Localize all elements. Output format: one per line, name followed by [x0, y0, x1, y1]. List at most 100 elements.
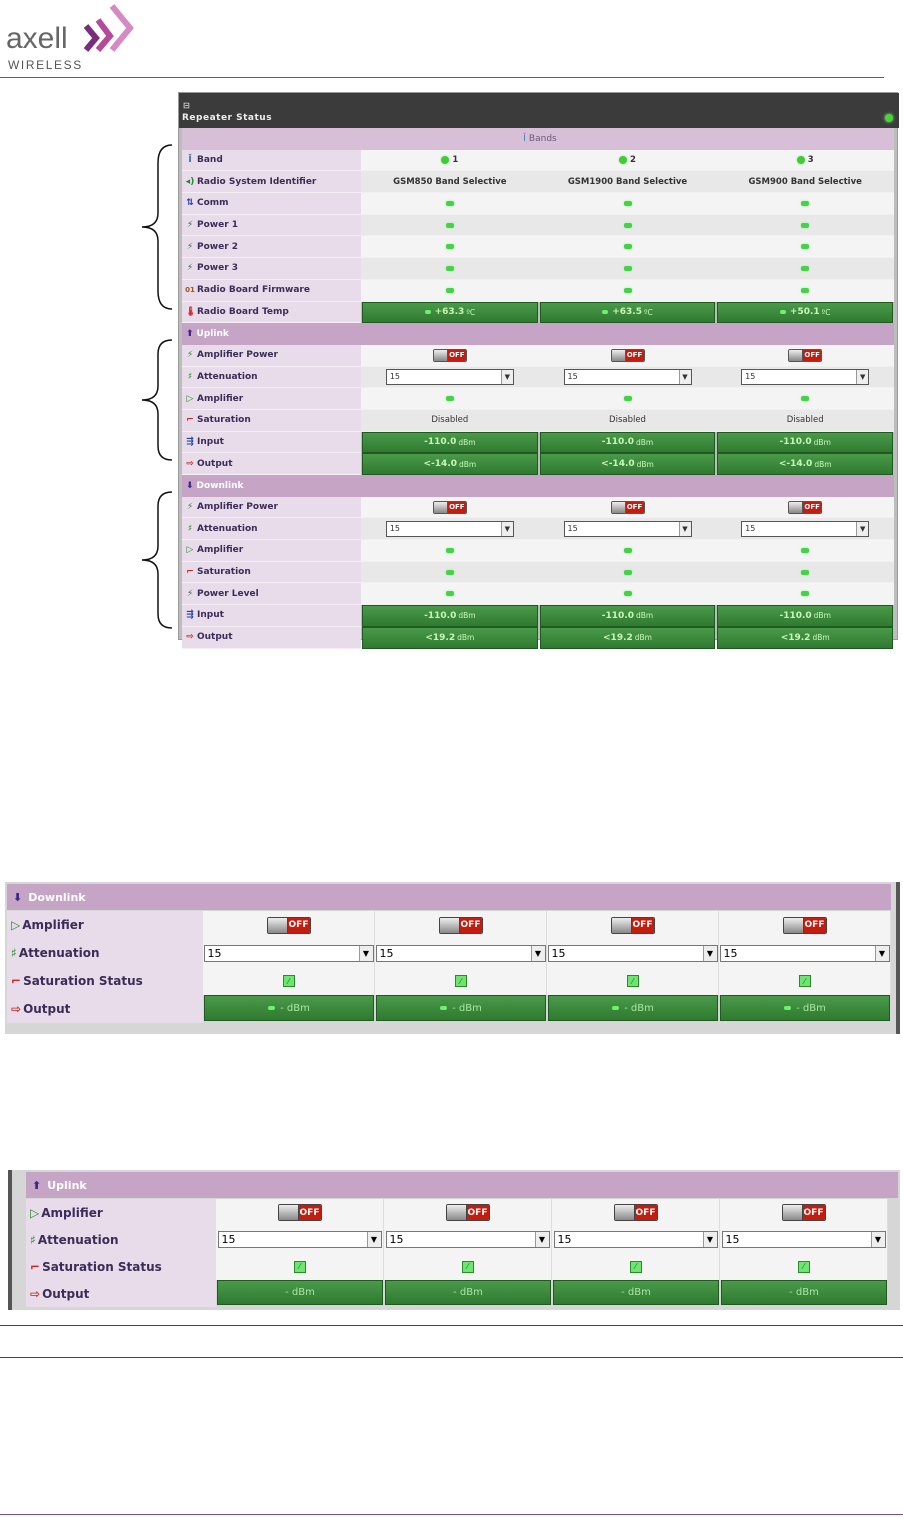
logo-chevrons-icon — [84, 4, 134, 52]
row-dl-attenuation: ♯ Attenuation 15 ▼ 15 ▼ 15 ▼ — [182, 518, 895, 541]
status-led-icon — [623, 591, 632, 597]
dl-amp-power-toggle[interactable]: OFF — [432, 500, 467, 514]
plug-icon: ⚡ — [186, 220, 194, 231]
ul-amp-power-toggle[interactable]: OFF — [610, 348, 645, 362]
bands-header: Ĭ Bands — [182, 128, 894, 150]
status-led-icon — [623, 396, 632, 402]
dl-attenuation-select[interactable]: 15 ▼ — [385, 520, 514, 537]
status-led-icon — [801, 200, 810, 206]
plug-icon: ⚡ — [186, 263, 194, 274]
dl-amp-power-toggle[interactable]: OFF — [788, 500, 823, 514]
ul-att-select[interactable]: 15 ▼ — [385, 1231, 550, 1248]
attenuation-icon: ♯ — [11, 946, 17, 960]
saturation-ok-icon: ⁄ — [629, 1260, 642, 1273]
ul-attenuation-select[interactable]: 15 ▼ — [385, 368, 514, 385]
uplink-header: ⬆ Uplink — [182, 323, 894, 345]
status-led-icon — [801, 222, 810, 228]
row-power1: ⚡ Power 1 — [182, 214, 895, 237]
ul-amp-toggle[interactable]: OFF — [613, 1204, 658, 1221]
output-icon: ⇨ — [30, 1286, 41, 1301]
footer-divider-1 — [0, 1325, 903, 1326]
status-led-icon — [445, 244, 454, 250]
dl-amp-toggle[interactable]: OFF — [782, 916, 827, 934]
chevron-down-icon: ▼ — [530, 945, 545, 961]
row-dl-amp-power: ⚡ Amplifier Power OFF OFF OFF — [182, 496, 895, 519]
saturation-icon: ⌐ — [186, 415, 194, 426]
brace-bands — [141, 144, 173, 310]
ul-att-select[interactable]: 15 ▼ — [721, 1231, 886, 1248]
output-icon: ⇨ — [186, 632, 194, 643]
dl-attenuation-select[interactable]: 15 ▼ — [741, 520, 870, 537]
ul-amp-power-toggle[interactable]: OFF — [788, 348, 823, 362]
row-power3: ⚡ Power 3 — [182, 258, 895, 280]
brace-uplink — [141, 339, 173, 461]
panel-title: Repeater Status — [182, 113, 273, 123]
ul-panel-row-attenuation: ♯ Attenuation 15 ▼ 15 ▼ 15 ▼ 15 ▼ — [26, 1226, 888, 1253]
dl-panel-row-attenuation: ♯ Attenuation 15 ▼ 15 ▼ 15 ▼ 15 ▼ — [7, 939, 891, 967]
dl-amp-toggle[interactable]: OFF — [266, 916, 311, 934]
dl-att-select[interactable]: 15 ▼ — [375, 944, 546, 962]
band-led-icon — [796, 156, 805, 165]
dl-panel-row-output: ⇨ Output - dBm - dBm - dBm - dBm — [7, 995, 891, 1023]
row-ul-saturation: ⌐ Saturation Disabled Disabled Disabled — [182, 409, 895, 432]
row-firmware: 01 Radio Board Firmware — [182, 279, 895, 302]
dl-att-select[interactable]: 15 ▼ — [547, 944, 718, 962]
saturation-ok-icon: ⁄ — [454, 975, 467, 987]
dl-output-readout: - dBm — [204, 995, 374, 1021]
chevron-down-icon: ▼ — [678, 521, 691, 536]
collapse-icon[interactable]: ⊟ — [183, 101, 190, 110]
downlink-panel: ⬇ Downlink ▷ Amplifier OFF OFF OFF OFF ♯ At… — [5, 882, 900, 1034]
ul-amp-toggle[interactable]: OFF — [445, 1204, 490, 1221]
dl-attenuation-select[interactable]: 15 ▼ — [563, 520, 692, 537]
status-led-icon — [623, 547, 632, 553]
dl-amp-power-toggle[interactable]: OFF — [610, 500, 645, 514]
status-led-icon — [801, 547, 810, 553]
ul-amp-power-toggle[interactable]: OFF — [432, 348, 467, 362]
ul-amp-toggle[interactable]: OFF — [781, 1204, 826, 1221]
ul-att-select[interactable]: 15 ▼ — [217, 1231, 382, 1248]
dl-att-select[interactable]: 15 ▼ — [719, 944, 890, 962]
status-led-icon — [801, 265, 810, 271]
comm-icon: ⇅ — [186, 198, 194, 209]
plug-icon: ⚡ — [186, 241, 194, 252]
dl-amp-toggle[interactable]: OFF — [610, 916, 655, 934]
uplink-arrow-icon: ⬆ — [32, 1178, 42, 1192]
ul-att-select[interactable]: 15 ▼ — [553, 1231, 718, 1248]
chevron-down-icon: ▼ — [500, 369, 513, 384]
dl-panel-row-amplifier: ▷ Amplifier OFF OFF OFF OFF — [7, 911, 891, 939]
antenna-icon: Ĭ — [188, 155, 192, 166]
status-led-icon — [445, 547, 454, 553]
downlink-arrow-icon: ⬇ — [186, 480, 194, 491]
chevron-down-icon: ▼ — [856, 369, 869, 384]
amplifier-icon: ▷ — [186, 545, 194, 556]
chevron-down-icon: ▼ — [874, 945, 889, 961]
output-icon: ⇨ — [186, 458, 194, 469]
dl-amp-toggle[interactable]: OFF — [438, 916, 483, 934]
status-led-icon — [623, 244, 632, 250]
footer-divider-2 — [0, 1357, 903, 1358]
ul-output-readout: - dBm — [721, 1280, 887, 1305]
axell-logo: axell WIRELESS — [2, 0, 142, 74]
ul-attenuation-select[interactable]: 15 ▼ — [563, 368, 692, 385]
thermometer-icon: 🌡 — [185, 306, 197, 317]
row-ul-amplifier: ▷ Amplifier — [182, 388, 895, 410]
row-dl-power-level: ⚡ Power Level — [182, 583, 895, 606]
chevron-down-icon: ▼ — [678, 369, 691, 384]
dl-att-select[interactable]: 15 ▼ — [203, 944, 374, 962]
dl-panel-row-saturation: ⌐ Saturation Status ⁄ ⁄ ⁄ ⁄ — [7, 967, 891, 995]
row-ul-input: ⇶ Input -110.0 dBm -110.0 dBm -110.0 dBm — [182, 431, 894, 454]
row-ul-attenuation: ♯ Attenuation 15 ▼ 15 ▼ 15 ▼ — [182, 366, 895, 389]
chevron-down-icon: ▼ — [358, 945, 373, 961]
status-led-icon — [801, 569, 810, 575]
output-icon: ⇨ — [11, 1002, 22, 1016]
ul-amp-toggle[interactable]: OFF — [277, 1204, 322, 1221]
status-led-icon — [445, 287, 454, 293]
radio-icon: ◂) — [185, 176, 195, 187]
attenuation-icon: ♯ — [187, 523, 193, 534]
dl-output-value: <19.2 dBm — [539, 626, 716, 649]
dl-input-value: -110.0 dBm — [539, 605, 716, 627]
ul-attenuation-select[interactable]: 15 ▼ — [741, 368, 870, 385]
input-icon: ⇶ — [186, 610, 194, 621]
uplink-panel: ⬆ Uplink ▷ Amplifier OFF OFF OFF OFF ♯ Atte… — [8, 1170, 900, 1310]
plug-icon: ⚡ — [186, 588, 194, 599]
